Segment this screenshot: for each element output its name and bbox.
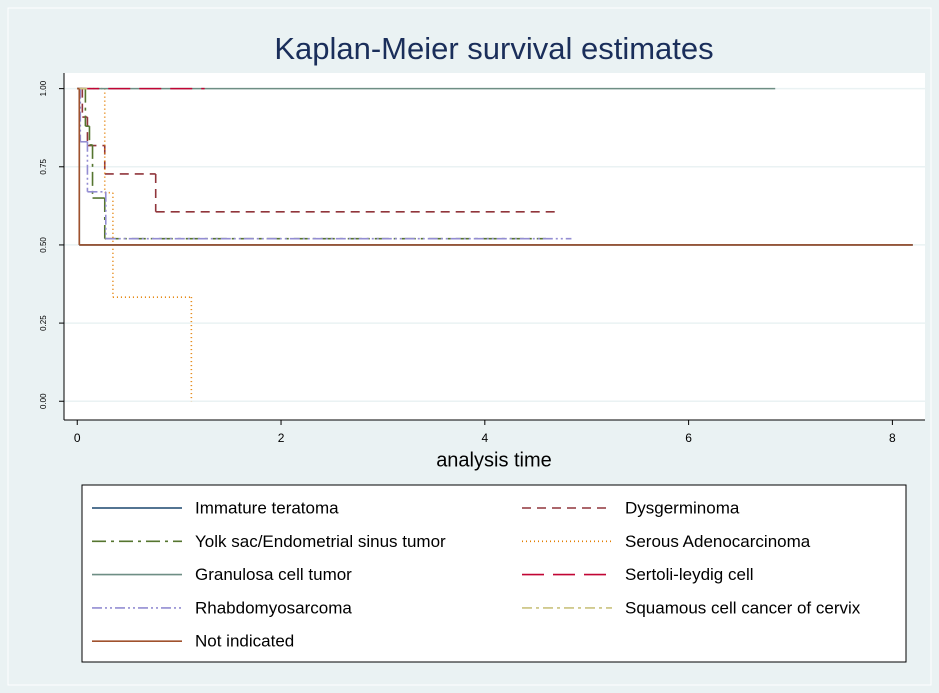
legend-label: Granulosa cell tumor [195, 565, 352, 584]
y-tick-label: 0.75 [39, 158, 48, 174]
legend-label: Dysgerminoma [625, 498, 740, 517]
legend [81, 484, 907, 663]
x-tick-label: 4 [481, 431, 488, 445]
legend-label: Squamous cell cancer of cervix [625, 598, 861, 617]
y-tick-label: 0.50 [39, 237, 48, 253]
legend-label: Rhabdomyosarcoma [195, 598, 352, 617]
x-tick-label: 0 [74, 431, 81, 445]
x-tick-label: 6 [685, 431, 692, 445]
chart-title: Kaplan-Meier survival estimates [274, 31, 713, 66]
legend-label: Immature teratoma [195, 498, 339, 517]
legend-label: Serous Adenocarcinoma [625, 532, 811, 551]
plot-area [64, 73, 925, 420]
legend-label: Not indicated [195, 632, 294, 651]
legend-label: Yolk sac/Endometrial sinus tumor [195, 532, 446, 551]
y-tick-label: 0.00 [39, 393, 48, 409]
legend-label: Sertoli-leydig cell [625, 565, 754, 584]
y-tick-label: 1.00 [39, 80, 48, 96]
x-tick-label: 8 [889, 431, 896, 445]
x-axis-label: analysis time [436, 449, 552, 471]
y-tick-label: 0.25 [39, 315, 48, 331]
x-tick-label: 2 [278, 431, 285, 445]
